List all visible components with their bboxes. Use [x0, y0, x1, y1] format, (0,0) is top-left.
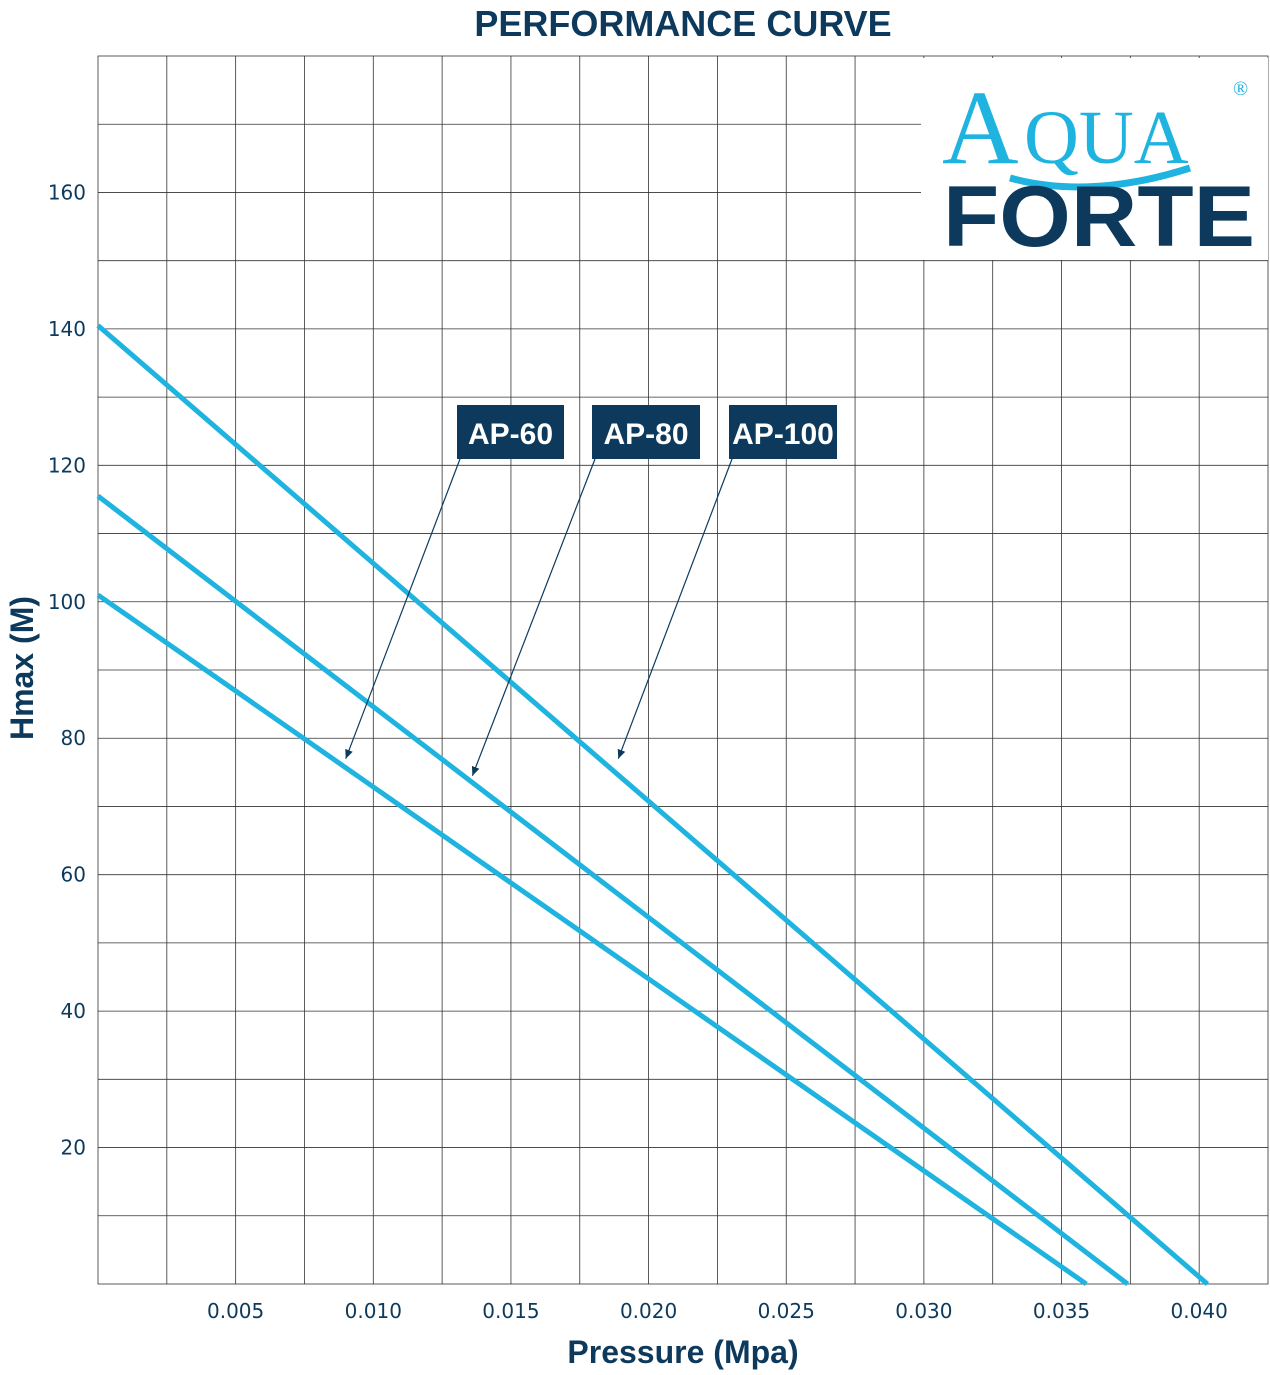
x-tick-label: 0.040: [1171, 1299, 1228, 1323]
y-tick-label: 20: [61, 1136, 86, 1160]
logo-forte-text: FORTE: [943, 169, 1255, 265]
callout-label: AP-80: [603, 418, 688, 451]
tick-labels: 0.005 0.010 0.015 0.020 0.025 0.030 0.035 0.040…: [48, 180, 1228, 1323]
x-tick-label: 0.005: [207, 1299, 264, 1323]
y-tick-label: 60: [61, 863, 86, 887]
series-lines: [96, 323, 1210, 1287]
logo-wave-icon: [1009, 164, 1192, 191]
series-line-ap-60: [96, 592, 1088, 1287]
y-tick-label: 80: [61, 726, 86, 750]
y-tick-label: 120: [48, 453, 86, 477]
callout-box: [729, 405, 837, 459]
callout-arrow: [345, 458, 461, 759]
logo-aqua-text: A QUA: [942, 69, 1189, 186]
chart-title: PERFORMANCE CURVE: [474, 3, 891, 44]
callout-box: [592, 405, 700, 459]
logo-aqua-rest: QUA: [1024, 96, 1189, 180]
x-tick-label: 0.030: [895, 1299, 952, 1323]
x-tick-label: 0.020: [620, 1299, 677, 1323]
x-axis-label: Pressure (Mpa): [567, 1334, 798, 1370]
callout-ap-80: AP-80: [471, 405, 700, 776]
series-callouts: AP-60 AP-80 AP-100: [345, 405, 837, 776]
y-tick-label: 40: [61, 999, 86, 1023]
y-tick-label: 160: [48, 180, 86, 204]
x-tick-label: 0.035: [1033, 1299, 1090, 1323]
x-tick-label: 0.025: [758, 1299, 815, 1323]
series-line-ap-100: [96, 323, 1210, 1286]
callout-label: AP-60: [468, 418, 553, 451]
callout-box: [457, 405, 564, 459]
callout-ap-60: AP-60: [345, 405, 564, 759]
x-tick-label: 0.015: [482, 1299, 539, 1323]
series-line-ap-80: [96, 494, 1130, 1286]
y-axis-label: Hmax (M): [4, 596, 40, 740]
x-tick-label: 0.010: [345, 1299, 402, 1323]
logo-registered-mark: ®: [1233, 78, 1248, 100]
callout-arrow: [471, 458, 596, 776]
aquaforte-logo: A QUA FORTE ®: [921, 58, 1268, 265]
callout-label: AP-100: [732, 418, 834, 451]
callout-arrow: [617, 458, 733, 759]
callout-ap-100: AP-100: [617, 405, 837, 759]
y-tick-label: 140: [48, 317, 86, 341]
logo-aqua-first-letter: A: [942, 69, 1019, 186]
grid: [97, 55, 1269, 1285]
y-tick-label: 100: [48, 590, 86, 614]
